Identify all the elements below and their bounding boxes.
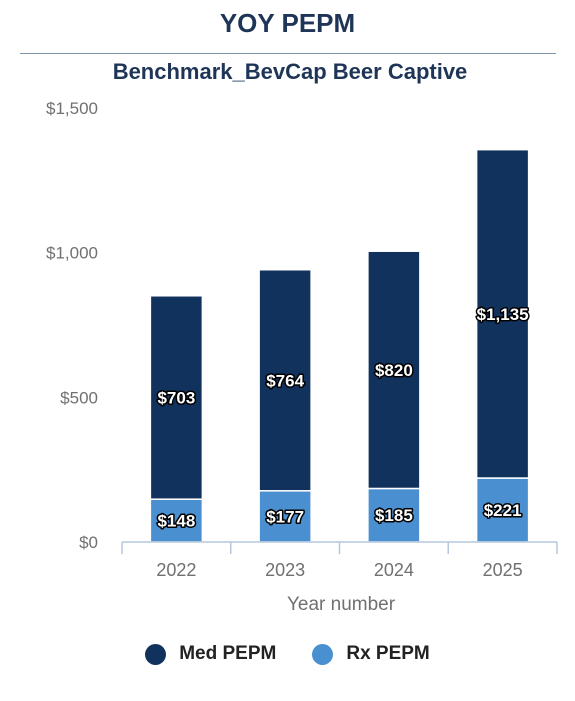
bar-data-label: $185 <box>375 506 413 525</box>
bar-segment <box>475 148 530 479</box>
legend-swatch-rx-pepm <box>312 643 334 665</box>
bar-labels-group: $148 $703 $177 $764 $185 $820 $221 $1,135 <box>156 303 530 532</box>
legend-label-med-pepm: Med PEPM <box>179 643 277 664</box>
stacked-bar-chart: Benchmark_BevCap Beer Captive $0 $500 $1,0… <box>46 59 558 615</box>
bars-group <box>149 148 530 543</box>
bar-data-label: $820 <box>375 361 413 380</box>
bar-segment <box>149 498 204 543</box>
bar-data-label: $148 <box>157 512 195 531</box>
x-axis-label: Year number <box>287 594 396 615</box>
legend-label-rx-pepm: Rx PEPM <box>346 643 430 664</box>
x-tick-label: 2022 <box>156 560 196 580</box>
legend-item-rx-pepm[interactable]: Rx PEPM <box>312 643 430 665</box>
bar-data-label: $764 <box>266 371 304 390</box>
bar-data-label: $177 <box>266 507 304 526</box>
x-tick-label: 2023 <box>265 560 305 580</box>
x-tick-label: 2024 <box>374 560 414 580</box>
bar-data-label: $221 <box>484 501 522 520</box>
title-divider <box>20 53 556 54</box>
y-tick-label: $1,500 <box>46 99 98 118</box>
bar-segment <box>367 250 421 490</box>
legend: Med PEPM Rx PEPM <box>0 643 575 665</box>
page-title: YOY PEPM <box>219 8 356 38</box>
bar-segment <box>149 295 204 500</box>
x-tick-label: 2025 <box>483 560 523 580</box>
y-tick-label: $1,000 <box>46 244 98 263</box>
x-axis: 2022 2023 2024 2025 <box>121 541 558 580</box>
y-axis-ticks: $0 $500 $1,000 $1,500 <box>46 99 98 552</box>
y-tick-label: $0 <box>79 533 98 552</box>
bar-data-label: $1,135 <box>477 305 529 324</box>
bar-segment <box>258 268 312 492</box>
bar-data-label: $703 <box>157 388 195 407</box>
legend-item-med-pepm[interactable]: Med PEPM <box>145 643 276 665</box>
y-tick-label: $500 <box>60 388 98 407</box>
bar-segment <box>258 490 312 543</box>
legend-swatch-med-pepm <box>145 643 167 665</box>
chart-title: Benchmark_BevCap Beer Captive <box>113 59 468 84</box>
